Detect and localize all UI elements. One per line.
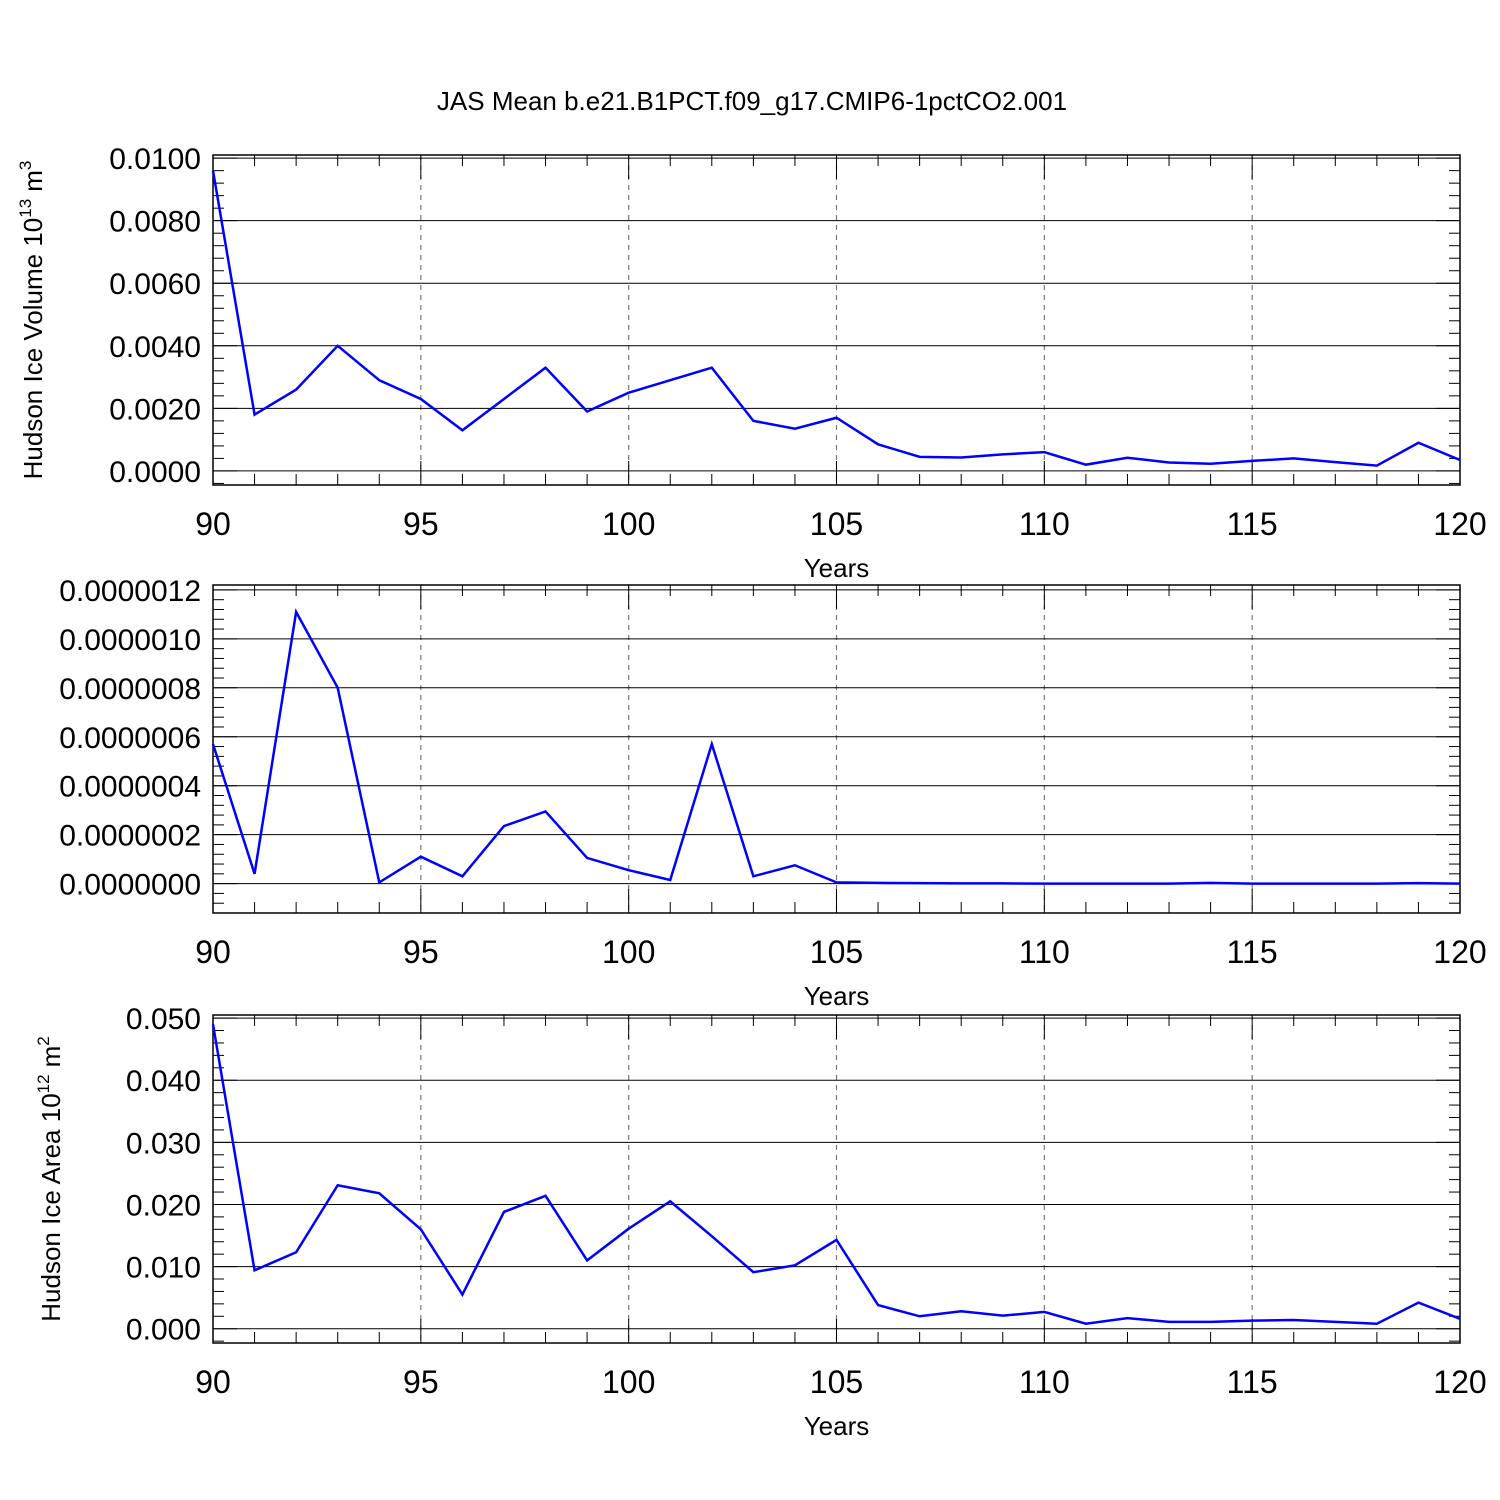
series-line bbox=[211, 170, 1461, 467]
x-tick-label: 110 bbox=[1019, 1364, 1070, 1400]
y-tick-label: 0.0000008 bbox=[59, 673, 201, 706]
x-tick-label: 95 bbox=[403, 506, 439, 542]
x-tick-label: 95 bbox=[403, 934, 439, 970]
x-axis-label: Years bbox=[804, 553, 870, 583]
panel-ice-volume: 90 95 100 105 110 115 120 0.0000 0.0020 0.0040 0.0… bbox=[16, 143, 1487, 583]
x-tick-label: 120 bbox=[1433, 1364, 1486, 1400]
y-tick-label: 0.050 bbox=[126, 1003, 201, 1036]
y-tick-label: 0.010 bbox=[126, 1252, 201, 1285]
x-tick-label: 100 bbox=[602, 934, 655, 970]
y-tick-label: 0.0060 bbox=[109, 268, 201, 301]
y-tick-label: 0.0000004 bbox=[59, 771, 201, 804]
x-tick-label: 90 bbox=[195, 1364, 231, 1400]
panel-ice-area: 90 95 100 105 110 115 120 0.000 0.010 0.020 0.030 0… bbox=[34, 1003, 1487, 1441]
x-tick-label: 110 bbox=[1019, 506, 1070, 542]
series-line bbox=[211, 608, 1461, 885]
x-tick-label: 115 bbox=[1227, 1364, 1278, 1400]
y-axis-label-text: Hudson Ice Volume 10 bbox=[18, 218, 48, 480]
x-tick-label: 115 bbox=[1227, 934, 1278, 970]
x-axis-label: Years bbox=[804, 1411, 870, 1441]
y-tick-label: 0.0000 bbox=[109, 456, 201, 489]
y-tick-label: 0.0000000 bbox=[59, 869, 201, 902]
x-tick-label: 90 bbox=[195, 506, 231, 542]
x-tick-label: 90 bbox=[195, 934, 231, 970]
x-tick-label: 100 bbox=[602, 1364, 655, 1400]
figure-title: JAS Mean b.e21.B1PCT.f09_g17.CMIP6-1pctC… bbox=[437, 86, 1067, 116]
y-tick-label: 0.030 bbox=[126, 1127, 201, 1160]
x-tick-label: 120 bbox=[1433, 506, 1486, 542]
x-tick-label: 105 bbox=[810, 934, 863, 970]
x-axis-label: Years bbox=[804, 981, 870, 1011]
y-tick-label: 0.0040 bbox=[109, 331, 201, 364]
y-tick-label: 0.0000006 bbox=[59, 722, 201, 755]
x-tick-label: 95 bbox=[403, 1364, 439, 1400]
y-axis-label-unit: m bbox=[36, 1046, 66, 1068]
series-line bbox=[211, 1024, 1461, 1326]
y-axis-label-unit-exponent: 3 bbox=[16, 161, 35, 170]
panel-ice-thickness: 90 95 100 105 110 115 120 0.0000000 0.0000002 0.0… bbox=[59, 575, 1487, 1011]
y-tick-label: 0.0100 bbox=[109, 143, 201, 176]
y-tick-label: 0.020 bbox=[126, 1189, 201, 1222]
x-tick-label: 120 bbox=[1433, 934, 1486, 970]
y-axis-label-exponent: 13 bbox=[16, 199, 35, 218]
x-tick-label: 115 bbox=[1227, 506, 1278, 542]
y-tick-label: 0.000 bbox=[126, 1314, 201, 1347]
x-tick-label: 100 bbox=[602, 506, 655, 542]
y-tick-label: 0.0000010 bbox=[59, 624, 201, 657]
y-tick-label: 0.0000012 bbox=[59, 575, 201, 608]
y-axis-label: Hudson Ice Area 1012 m2 bbox=[34, 1036, 66, 1321]
y-tick-label: 0.0000002 bbox=[59, 820, 201, 853]
x-tick-label: 105 bbox=[810, 1364, 863, 1400]
y-axis-label-exponent: 12 bbox=[34, 1074, 53, 1093]
y-tick-label: 0.040 bbox=[126, 1065, 201, 1098]
y-axis-label-text: Hudson Ice Area 10 bbox=[36, 1093, 66, 1321]
x-tick-label: 105 bbox=[810, 506, 863, 542]
y-tick-label: 0.0020 bbox=[109, 393, 201, 426]
y-axis-label: Hudson Ice Volume 1013 m3 bbox=[16, 161, 48, 480]
x-tick-label: 110 bbox=[1019, 934, 1070, 970]
y-axis-label-unit-exponent: 2 bbox=[34, 1036, 53, 1045]
y-axis-label-unit: m bbox=[18, 170, 48, 192]
y-tick-label: 0.0080 bbox=[109, 206, 201, 239]
